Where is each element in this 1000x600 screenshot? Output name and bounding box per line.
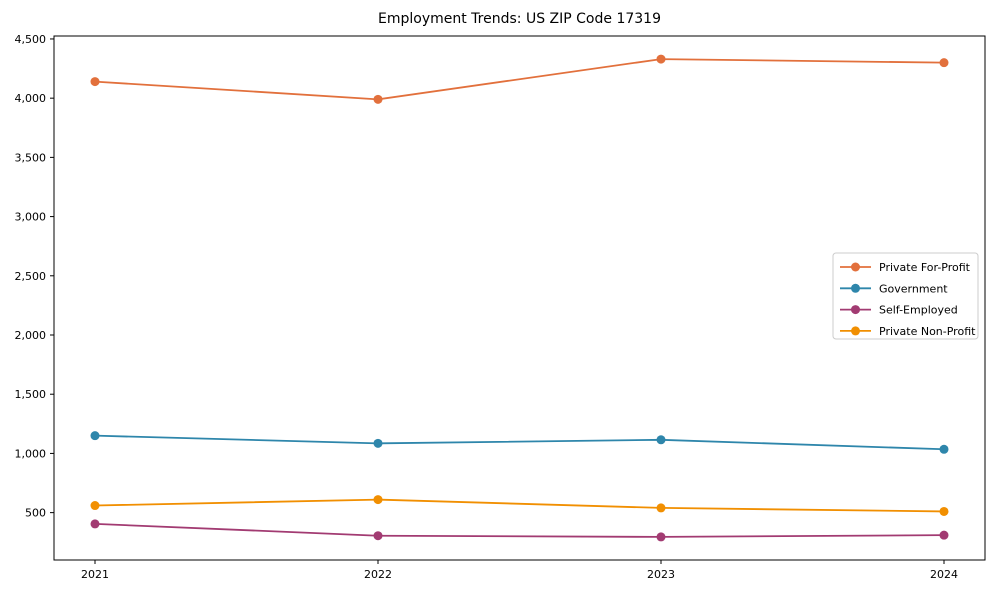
x-axis-tick-label: 2023 bbox=[647, 568, 675, 581]
series-line-private-for-profit bbox=[94, 58, 945, 101]
data-point-self-employed bbox=[373, 531, 383, 541]
y-axis-tick-label: 4,500 bbox=[15, 33, 47, 46]
data-point-private-non-profit bbox=[90, 501, 100, 511]
y-axis-tick-label: 2,500 bbox=[15, 270, 47, 283]
legend-label-private-non-profit: Private Non-Profit bbox=[879, 325, 976, 338]
series-line-self-employed bbox=[94, 522, 945, 538]
legend-swatch-marker-self-employed bbox=[851, 305, 860, 315]
x-axis-tick-label: 2022 bbox=[364, 568, 392, 581]
data-point-government bbox=[373, 438, 383, 448]
series-line-private-non-profit bbox=[94, 498, 945, 513]
data-point-private-non-profit bbox=[656, 503, 666, 513]
chart-title: Employment Trends: US ZIP Code 17319 bbox=[378, 11, 661, 27]
y-axis-tick-label: 500 bbox=[25, 507, 46, 520]
y-axis-tick-label: 1,500 bbox=[15, 388, 47, 401]
data-point-private-for-profit bbox=[939, 58, 949, 68]
data-point-government bbox=[656, 435, 666, 445]
series-line-government bbox=[94, 434, 945, 451]
data-point-self-employed bbox=[90, 519, 100, 529]
x-axis-tick-label: 2024 bbox=[930, 568, 958, 581]
legend-label-government: Government bbox=[879, 282, 948, 295]
data-point-government bbox=[939, 444, 949, 454]
y-axis-tick-label: 1,000 bbox=[15, 447, 47, 460]
legend-swatch-marker-government bbox=[851, 283, 860, 293]
data-point-government bbox=[90, 431, 100, 441]
data-point-private-for-profit bbox=[656, 54, 666, 64]
legend-label-private-for-profit: Private For-Profit bbox=[879, 261, 971, 274]
data-point-private-non-profit bbox=[373, 495, 383, 505]
data-point-private-for-profit bbox=[373, 94, 383, 104]
y-axis-tick-label: 3,500 bbox=[15, 151, 47, 164]
plot-frame bbox=[53, 35, 986, 561]
legend-label-self-employed: Self-Employed bbox=[879, 304, 958, 317]
x-axis-tick-label: 2021 bbox=[81, 568, 109, 581]
y-axis-tick-label: 4,000 bbox=[15, 92, 47, 105]
legend-swatch-marker-private-for-profit bbox=[851, 262, 860, 272]
data-point-private-non-profit bbox=[939, 506, 949, 516]
data-point-self-employed bbox=[939, 530, 949, 540]
y-axis-tick-label: 3,000 bbox=[15, 211, 47, 224]
y-axis-tick-label: 2,000 bbox=[15, 329, 47, 342]
data-point-self-employed bbox=[656, 532, 666, 542]
legend-swatch-marker-private-non-profit bbox=[851, 326, 860, 336]
legend-box bbox=[832, 252, 979, 340]
data-point-private-for-profit bbox=[90, 77, 100, 87]
